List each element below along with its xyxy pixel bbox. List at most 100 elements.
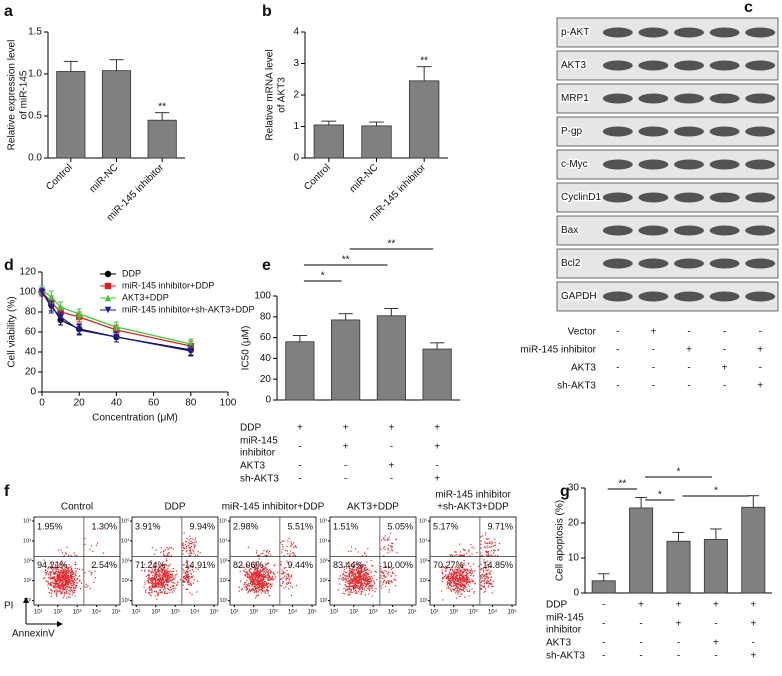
event-dot	[63, 573, 65, 575]
y-tick-label: 10³	[320, 558, 328, 564]
event-dot	[356, 572, 359, 574]
event-dot	[489, 546, 491, 548]
event-dot	[285, 566, 287, 569]
event-dot	[345, 590, 347, 592]
event-dot	[455, 583, 457, 585]
event-dot	[259, 583, 261, 585]
event-dot	[369, 582, 371, 585]
event-dot	[356, 577, 358, 580]
event-dot	[261, 575, 263, 578]
event-dot	[367, 581, 369, 583]
event-dot	[490, 580, 492, 582]
y-tick-label: 0	[30, 387, 36, 398]
event-dot	[144, 581, 146, 583]
event-dot	[360, 582, 362, 584]
event-dot	[482, 535, 484, 537]
event-dot	[456, 561, 459, 563]
y-tick-label: 2	[293, 90, 299, 101]
event-dot	[247, 576, 249, 578]
event-dot	[258, 570, 260, 572]
event-dot	[455, 584, 457, 586]
event-dot	[61, 569, 63, 571]
event-dot	[163, 569, 165, 571]
event-dot	[64, 568, 66, 570]
event-dot	[356, 580, 359, 582]
event-dot	[157, 584, 160, 586]
event-dot	[384, 570, 386, 572]
event-dot	[258, 589, 260, 591]
event-dot	[176, 584, 178, 586]
event-dot	[154, 585, 156, 588]
event-dot	[454, 579, 456, 581]
event-dot	[266, 550, 268, 552]
event-dot	[164, 580, 166, 582]
event-dot	[258, 573, 260, 575]
event-dot	[266, 576, 268, 579]
event-dot	[452, 574, 455, 577]
event-dot	[382, 547, 385, 549]
band	[745, 60, 776, 71]
event-dot	[374, 583, 376, 585]
event-dot	[360, 593, 363, 595]
event-dot	[157, 583, 159, 585]
event-dot	[491, 585, 493, 587]
event-dot	[365, 580, 367, 582]
event-dot	[197, 554, 199, 556]
event-dot	[464, 580, 466, 582]
event-dot	[380, 568, 382, 570]
event-dot	[153, 590, 156, 592]
event-dot	[255, 573, 258, 576]
event-dot	[346, 586, 348, 588]
event-dot	[238, 590, 240, 592]
event-dot	[468, 580, 470, 582]
event-dot	[187, 582, 189, 584]
event-dot	[468, 595, 470, 597]
event-dot	[391, 571, 393, 573]
event-dot	[372, 584, 374, 586]
event-dot	[65, 565, 67, 567]
event-dot	[262, 586, 264, 588]
event-dot	[349, 591, 351, 593]
event-dot	[158, 580, 161, 582]
event-dot	[254, 587, 257, 589]
event-dot	[255, 552, 258, 554]
event-dot	[388, 589, 390, 591]
event-dot	[294, 546, 296, 548]
event-dot	[269, 585, 271, 587]
event-dot	[283, 540, 285, 542]
event-dot	[372, 565, 374, 567]
event-dot	[449, 577, 452, 579]
event-dot	[56, 582, 58, 585]
event-dot	[361, 588, 363, 591]
event-dot	[367, 568, 369, 570]
event-dot	[174, 574, 177, 576]
quadrant-label: 2.54%	[91, 560, 117, 570]
event-dot	[60, 579, 62, 582]
event-dot	[387, 581, 390, 583]
event-dot	[55, 593, 57, 595]
event-dot	[480, 576, 482, 578]
event-dot	[184, 577, 186, 579]
band	[674, 93, 704, 104]
event-dot	[145, 575, 147, 577]
event-dot	[63, 564, 65, 566]
event-dot	[247, 583, 250, 585]
event-dot	[150, 589, 153, 591]
event-dot	[60, 572, 62, 574]
bar	[376, 315, 406, 401]
event-dot	[364, 575, 366, 577]
event-dot	[345, 579, 347, 582]
event-dot	[356, 579, 358, 581]
event-dot	[251, 585, 253, 587]
event-dot	[262, 565, 264, 567]
event-dot	[463, 553, 465, 555]
event-dot	[348, 594, 350, 596]
band	[638, 27, 669, 38]
event-dot	[89, 588, 91, 590]
event-dot	[171, 588, 173, 590]
event-dot	[359, 587, 361, 590]
x-tick-label: 10¹	[34, 610, 43, 616]
event-dot	[158, 575, 160, 577]
event-dot	[451, 588, 453, 590]
event-dot	[464, 549, 466, 551]
